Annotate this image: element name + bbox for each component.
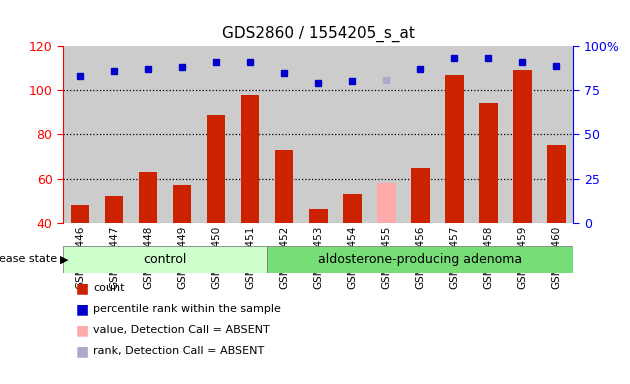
Bar <box>97 46 131 223</box>
Text: count: count <box>93 283 125 293</box>
Bar <box>377 183 396 223</box>
Bar <box>301 46 335 223</box>
FancyBboxPatch shape <box>63 246 267 273</box>
Bar <box>165 46 199 223</box>
Text: control: control <box>144 253 186 266</box>
Bar <box>403 46 437 223</box>
Bar <box>445 75 464 223</box>
Bar <box>369 46 403 223</box>
Text: disease state: disease state <box>0 254 57 264</box>
Text: rank, Detection Call = ABSENT: rank, Detection Call = ABSENT <box>93 346 265 356</box>
Text: ■: ■ <box>76 281 89 295</box>
Bar <box>471 46 505 223</box>
Bar <box>343 194 362 223</box>
Bar <box>233 46 267 223</box>
Bar <box>63 46 97 223</box>
Text: ■: ■ <box>76 323 89 337</box>
Bar <box>479 104 498 223</box>
Bar <box>437 46 471 223</box>
Bar <box>207 114 226 223</box>
Bar <box>335 46 369 223</box>
Bar <box>513 70 532 223</box>
Bar <box>547 146 566 223</box>
Bar <box>309 210 328 223</box>
Bar <box>105 196 123 223</box>
Bar <box>241 94 260 223</box>
Text: ■: ■ <box>76 302 89 316</box>
Text: ▶: ▶ <box>60 254 68 264</box>
Text: aldosterone-producing adenoma: aldosterone-producing adenoma <box>318 253 522 266</box>
Bar <box>71 205 89 223</box>
Bar <box>139 172 158 223</box>
Bar <box>539 46 573 223</box>
Bar <box>199 46 233 223</box>
Text: value, Detection Call = ABSENT: value, Detection Call = ABSENT <box>93 325 270 335</box>
Bar <box>173 185 192 223</box>
Bar <box>505 46 539 223</box>
Bar <box>275 150 294 223</box>
Title: GDS2860 / 1554205_s_at: GDS2860 / 1554205_s_at <box>222 26 415 42</box>
Bar <box>267 46 301 223</box>
FancyBboxPatch shape <box>267 246 573 273</box>
Text: ■: ■ <box>76 344 89 358</box>
Bar <box>411 167 430 223</box>
Text: percentile rank within the sample: percentile rank within the sample <box>93 304 281 314</box>
Bar <box>131 46 165 223</box>
